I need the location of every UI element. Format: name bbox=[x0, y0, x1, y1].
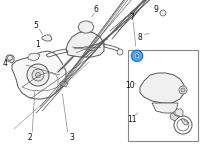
Polygon shape bbox=[28, 53, 40, 61]
Polygon shape bbox=[60, 81, 68, 87]
Polygon shape bbox=[6, 55, 14, 63]
Bar bbox=[128, 50, 198, 141]
Polygon shape bbox=[42, 35, 52, 41]
Text: 3: 3 bbox=[70, 132, 74, 142]
Polygon shape bbox=[181, 119, 188, 125]
Polygon shape bbox=[175, 109, 183, 117]
Polygon shape bbox=[152, 103, 178, 113]
Circle shape bbox=[160, 10, 166, 16]
Text: 2: 2 bbox=[28, 132, 32, 142]
Text: 10: 10 bbox=[125, 81, 135, 90]
Polygon shape bbox=[170, 113, 179, 121]
Text: 6: 6 bbox=[94, 5, 98, 14]
Circle shape bbox=[181, 88, 185, 92]
Circle shape bbox=[131, 50, 143, 61]
Circle shape bbox=[36, 72, 41, 77]
Text: 8: 8 bbox=[138, 32, 142, 41]
Polygon shape bbox=[140, 73, 184, 103]
Circle shape bbox=[32, 69, 44, 81]
Text: 1: 1 bbox=[36, 40, 40, 49]
Polygon shape bbox=[66, 31, 104, 57]
Circle shape bbox=[117, 49, 123, 55]
Circle shape bbox=[179, 86, 187, 94]
Text: 7: 7 bbox=[130, 12, 134, 21]
Circle shape bbox=[136, 55, 138, 57]
Polygon shape bbox=[12, 51, 66, 99]
Text: 5: 5 bbox=[34, 20, 38, 30]
Polygon shape bbox=[78, 21, 94, 33]
Text: 9: 9 bbox=[154, 5, 158, 14]
Text: 4: 4 bbox=[3, 59, 7, 67]
Circle shape bbox=[134, 53, 140, 59]
Circle shape bbox=[27, 64, 49, 86]
Text: 11: 11 bbox=[127, 115, 137, 123]
